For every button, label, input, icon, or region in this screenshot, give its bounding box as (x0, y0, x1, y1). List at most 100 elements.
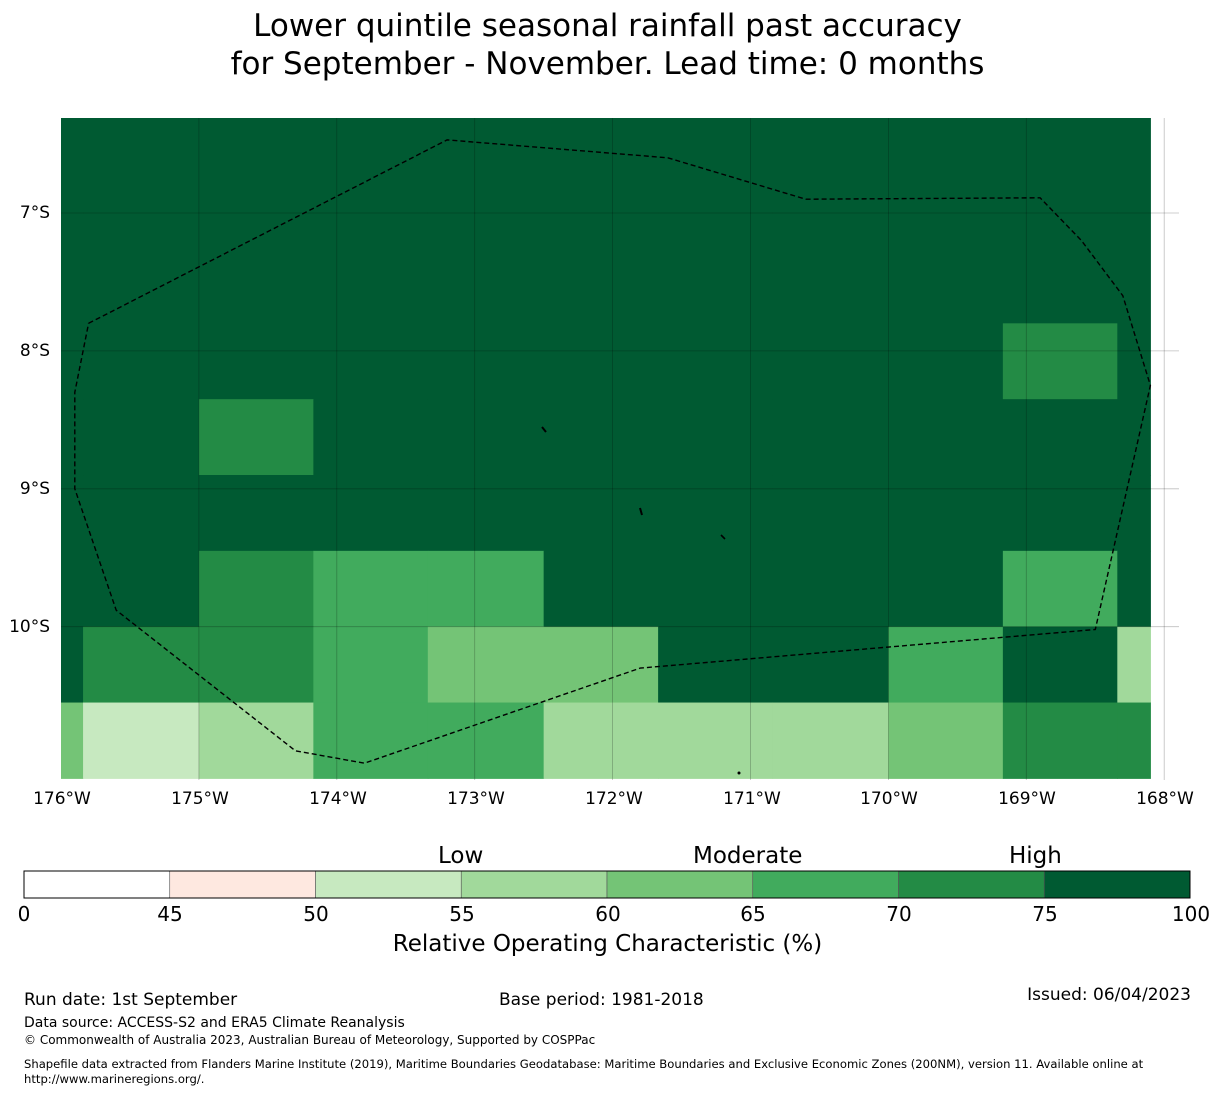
grid-cell (888, 399, 1004, 476)
grid-cell (427, 399, 545, 476)
grid-cell (83, 702, 200, 779)
grid-cell (198, 626, 314, 704)
grid-cell (658, 475, 774, 552)
colorbar-category-low: Low (438, 843, 484, 869)
lon-tick-label: 171°W (723, 789, 781, 809)
colorbar-swatch (1043, 870, 1191, 899)
colorbar-tick-label: 70 (886, 902, 912, 926)
colorbar-tick-label: 50 (303, 902, 329, 926)
eez-boundary (74, 139, 1152, 764)
colorbar-tick-label: 60 (595, 902, 621, 926)
lat-tick-label: 9°S (19, 479, 50, 499)
grid-cell (1117, 702, 1151, 779)
grid-cell (427, 550, 545, 628)
grid-cell (198, 399, 314, 476)
grid-cell (198, 702, 314, 779)
colorbar-swatch (23, 870, 171, 899)
colorbar-frame (23, 870, 1191, 899)
grid-cell (1117, 475, 1151, 552)
colorbar-swatch (315, 870, 462, 899)
grid-cell (313, 702, 429, 779)
grid-cell (543, 550, 659, 628)
copyright: © Commonwealth of Australia 2023, Austra… (24, 1033, 596, 1047)
colorbar-swatch (460, 870, 608, 899)
lon-tick-label: 170°W (860, 789, 918, 809)
lon-tick-label: 172°W (585, 789, 643, 809)
grid-cell (658, 118, 774, 400)
grid-cell (543, 702, 659, 779)
grid-cell (1117, 626, 1151, 704)
colorbar-axis-label: Relative Operating Characteristic (%) (392, 931, 823, 957)
grid-cell (888, 118, 1004, 400)
grid-cell (543, 626, 659, 704)
grid-cell (658, 550, 774, 628)
lat-tick-label: 10°S (9, 617, 50, 637)
grid-cell (198, 118, 314, 400)
rainfall-grid (61, 118, 1151, 779)
run-date: Run date: 1st September (24, 990, 238, 1010)
grid-cell (772, 118, 889, 400)
shapefile-note: Shapefile data extracted from Flanders M… (24, 1057, 1144, 1086)
grid-cell (772, 475, 889, 552)
lon-tick-label: 168°W (1136, 789, 1194, 809)
lon-tick-label: 176°W (33, 789, 91, 809)
island-marks (541, 426, 741, 775)
base-period: Base period: 1981-2018 (499, 990, 704, 1010)
colorbar-tick-label: 45 (157, 902, 183, 926)
grid-cell (772, 550, 889, 628)
grid-cell (1002, 475, 1118, 552)
grid-cell (1117, 550, 1151, 628)
grid-cell (1117, 399, 1151, 476)
grid-cell (313, 626, 429, 704)
grid-cell (83, 399, 200, 476)
colorbar-swatch (169, 870, 316, 899)
colorbar-swatch (752, 870, 899, 899)
grid-cell (61, 550, 84, 628)
lon-tick-label: 174°W (309, 789, 367, 809)
grid-cell (772, 399, 889, 476)
grid-cell (1117, 118, 1151, 400)
grid-cell (313, 475, 429, 552)
grid-cell (1002, 626, 1118, 704)
grid-cell (61, 626, 84, 704)
colorbar-swatch (898, 870, 1045, 899)
colorbar-tick-label: 65 (740, 902, 766, 926)
grid-cell (427, 702, 545, 779)
lon-tick-label: 173°W (447, 789, 505, 809)
lon-tick-label: 169°W (998, 789, 1056, 809)
grid-cell (658, 399, 774, 476)
grid-cell (83, 626, 200, 704)
grid-cell (543, 118, 659, 400)
grid-cell (1002, 702, 1118, 779)
colorbar-category-moderate: Moderate (693, 843, 803, 869)
colorbar-tick-label: 55 (449, 902, 475, 926)
grid-cell (1002, 399, 1118, 476)
issued-date: Issued: 06/04/2023 (1027, 985, 1191, 1005)
grid-cell (543, 399, 659, 476)
grid-cell (772, 702, 889, 779)
grid-cell (61, 702, 84, 779)
grid-cell (61, 118, 84, 400)
colorbar-tick-label: 75 (1032, 902, 1058, 926)
grid-cell (61, 399, 84, 476)
grid-cell (427, 118, 545, 400)
colorbar-swatch (606, 870, 754, 899)
grid-cell (83, 475, 200, 552)
chart-title-line-1: Lower quintile seasonal rainfall past ac… (253, 8, 962, 44)
lat-tick-label: 7°S (19, 203, 50, 223)
grid-cell (1002, 323, 1118, 400)
grid-cell (427, 475, 545, 552)
grid-cell (427, 626, 545, 704)
colorbar-tick-label: 100 (1171, 902, 1211, 926)
grid-cell (83, 550, 200, 628)
colorbar-category-high: High (1009, 843, 1062, 869)
grid-cell (658, 702, 774, 779)
lat-tick-label: 8°S (19, 341, 50, 361)
grid-cell (888, 702, 1004, 779)
chart-title-line-2: for September - November. Lead time: 0 m… (230, 46, 985, 82)
grid-cell (772, 626, 889, 704)
grid-cell (658, 626, 774, 704)
grid-cell (313, 399, 429, 476)
colorbar (23, 870, 1191, 899)
